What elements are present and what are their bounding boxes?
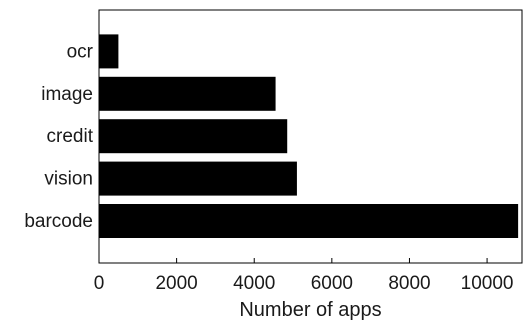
y-axis-categories: barcode vision credit image ocr	[24, 41, 104, 232]
x-tick-label: 2000	[155, 273, 197, 294]
bar-vision	[99, 161, 297, 196]
category-label-barcode: barcode	[24, 211, 93, 232]
bar-ocr	[99, 34, 119, 69]
x-axis-label: Number of apps	[239, 299, 381, 321]
x-tick-label: 4000	[233, 273, 275, 294]
category-label-credit: credit	[47, 126, 94, 147]
x-tick-label: 8000	[388, 273, 430, 294]
bar-credit	[99, 119, 288, 154]
x-axis-ticks: 0 2000 4000 6000 8000 10000	[94, 258, 514, 294]
x-tick-label: 0	[94, 273, 105, 294]
category-label-ocr: ocr	[67, 41, 94, 62]
bars-group	[99, 34, 519, 238]
bar-barcode	[99, 204, 519, 238]
bar-image	[99, 76, 276, 111]
category-label-image: image	[41, 84, 93, 105]
x-tick-label: 10000	[461, 273, 514, 294]
category-label-vision: vision	[44, 169, 93, 190]
x-tick-label: 6000	[311, 273, 353, 294]
